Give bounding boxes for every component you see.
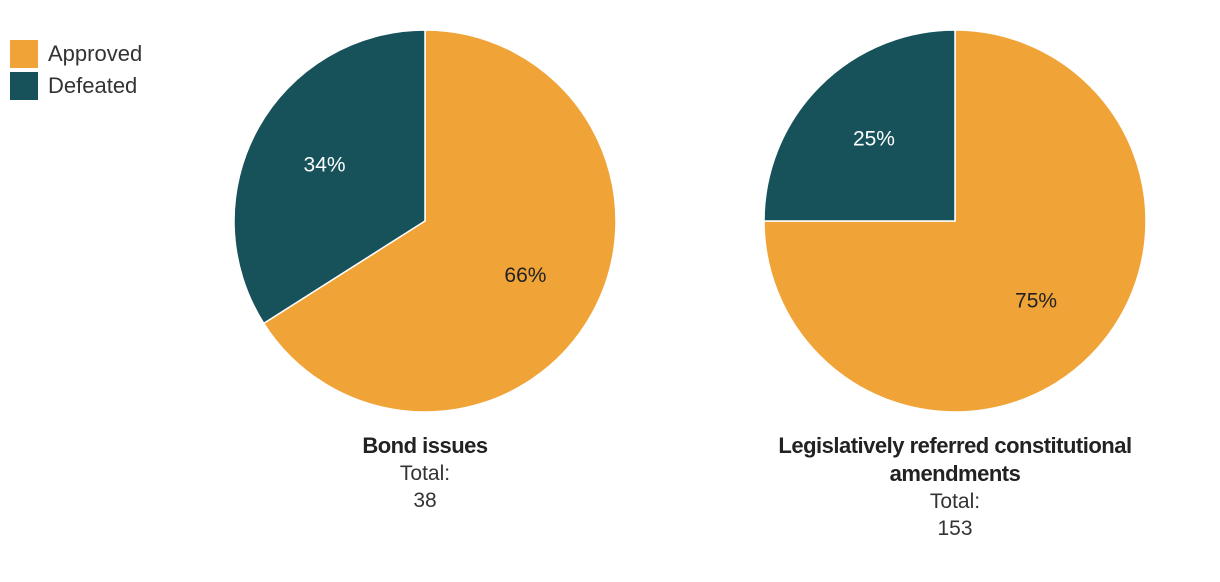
pie-caption-constitutional-amendments: Legislatively referred constitutional am… (735, 432, 1175, 542)
pie-slice-approved[interactable] (763, 29, 1147, 413)
legend: Approved Defeated (10, 40, 142, 104)
total-value: 38 (413, 489, 437, 512)
pie-slice-approved[interactable] (262, 29, 617, 413)
legend-swatch-defeated (10, 72, 38, 100)
legend-label-approved: Approved (48, 41, 143, 66)
pie-caption-bond-issues: Bond issues Total: 38 (205, 432, 645, 514)
pie-slice-defeated[interactable] (233, 29, 426, 325)
pie-slice-defeated[interactable] (763, 29, 956, 222)
pie-slice-label-approved: 66% (504, 264, 546, 287)
legend-label-defeated: Defeated (48, 73, 138, 98)
legend-item-defeated[interactable]: Defeated (10, 72, 142, 100)
pie-slice-label-approved: 75% (1015, 290, 1057, 313)
pie-title: Bond issues (362, 433, 488, 458)
total-label: Total: (399, 462, 451, 485)
pie-bond-issues: 66% 34% (233, 29, 617, 413)
legend-item-approved[interactable]: Approved (10, 40, 142, 68)
total-label: Total: (929, 490, 981, 513)
pie-slice-label-defeated: 25% (853, 128, 895, 151)
pie-title: Legislatively referred constitutional am… (778, 433, 1132, 486)
legend-swatch-approved (10, 40, 38, 68)
pie-slice-label-defeated: 34% (304, 153, 346, 176)
total-value: 153 (937, 517, 973, 540)
pie-legislatively-referred-constitutional-amendments: 75% 25% (763, 29, 1147, 413)
